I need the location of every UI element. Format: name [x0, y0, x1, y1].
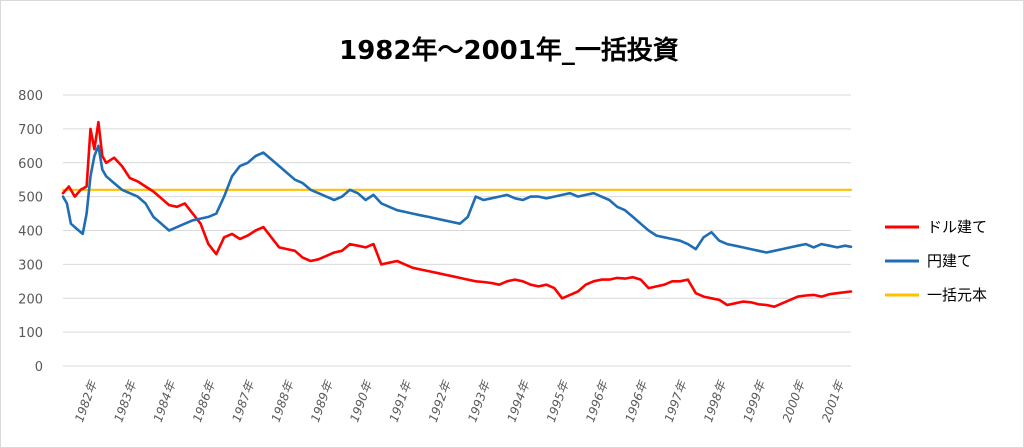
y-axis-tick-labels: 0 100 200 300 400 500 600 700 800 — [18, 89, 43, 375]
series-line-1 — [61, 144, 853, 254]
x-tick-label: 1996年 — [623, 377, 651, 424]
series-lines — [61, 120, 853, 308]
legend-label: 円建て — [927, 252, 972, 270]
y-tick-label: 300 — [18, 258, 43, 273]
y-tick-label: 800 — [18, 89, 43, 104]
series-line-0 — [61, 120, 853, 308]
legend-label: ドル建て — [927, 218, 987, 236]
y-tick-label: 500 — [18, 191, 43, 206]
y-tick-label: 400 — [18, 225, 43, 240]
x-tick-label: 1996年 — [583, 377, 611, 424]
x-tick-label: 1989年 — [308, 377, 336, 424]
y-tick-label: 200 — [18, 292, 43, 307]
x-tick-label: 1999年 — [740, 377, 768, 424]
x-tick-label: 1991年 — [387, 377, 415, 424]
x-tick-label: 2000年 — [780, 377, 808, 424]
x-tick-label: 2001年 — [819, 377, 847, 424]
x-tick-label: 1988年 — [269, 377, 297, 424]
x-tick-label: 1993年 — [465, 377, 493, 424]
x-tick-label: 1998年 — [701, 377, 729, 424]
x-tick-label: 1990年 — [347, 377, 375, 424]
y-tick-label: 700 — [18, 123, 43, 138]
x-tick-label: 1994年 — [505, 377, 533, 424]
y-tick-label: 100 — [18, 326, 43, 341]
x-tick-label: 1995年 — [544, 377, 572, 424]
x-tick-label: 1992年 — [426, 377, 454, 424]
legend-label: 一括元本 — [927, 286, 987, 304]
x-tick-label: 1986年 — [190, 377, 218, 424]
x-tick-label: 1997年 — [662, 377, 690, 424]
x-tick-label: 1987年 — [229, 377, 257, 424]
gridlines — [63, 94, 851, 367]
x-tick-label: 1983年 — [111, 377, 139, 424]
chart-title: 1982年～2001年_一括投資 — [339, 35, 679, 66]
y-tick-label: 0 — [35, 360, 43, 375]
x-tick-label: 1984年 — [151, 377, 179, 424]
x-tick-label: 1982年 — [72, 377, 100, 424]
y-tick-label: 600 — [18, 157, 43, 172]
x-axis-tick-labels: 1982年 1983年 1984年 1986年 1987年 1988年 1989年 1990年… — [72, 377, 847, 424]
